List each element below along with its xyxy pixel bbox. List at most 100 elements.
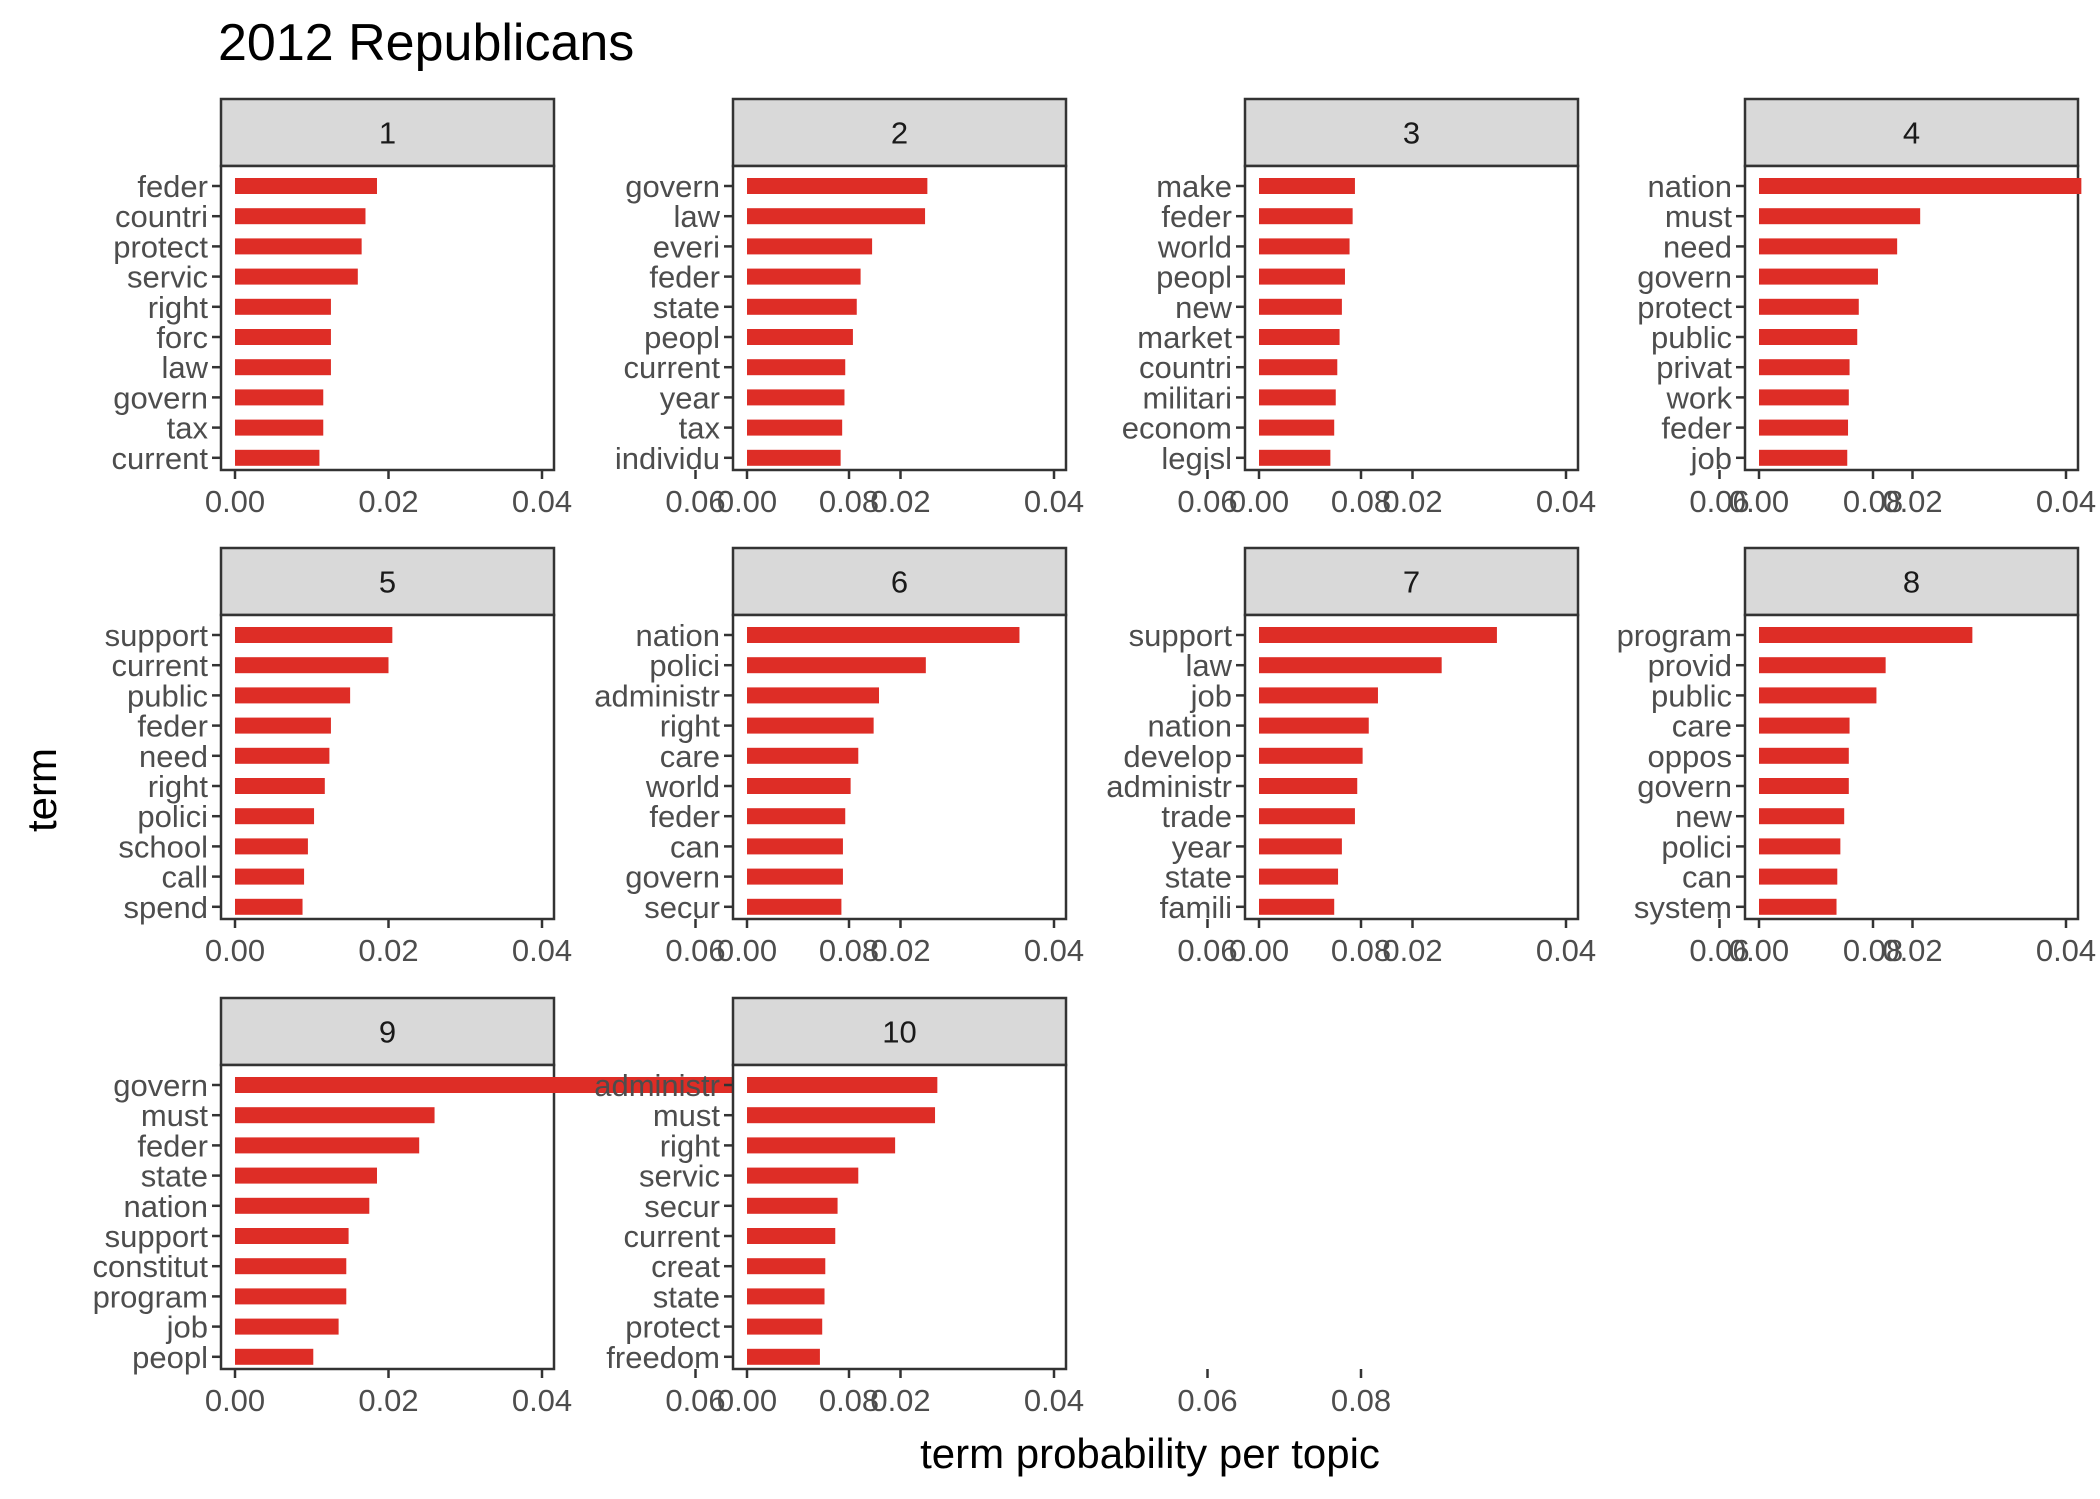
y-tick-label: govern bbox=[625, 169, 720, 204]
bar bbox=[1759, 268, 1878, 285]
bar bbox=[747, 1197, 838, 1214]
x-tick-label: 0.00 bbox=[205, 1383, 265, 1418]
y-tick-label: current bbox=[624, 350, 721, 385]
facet-panel: 2governlaweverifederstatepeoplcurrentyea… bbox=[615, 97, 1391, 519]
x-tick-label: 0.00 bbox=[1729, 933, 1789, 968]
bar bbox=[747, 1137, 896, 1154]
y-tick-label: law bbox=[1185, 648, 1232, 683]
x-tick-label: 0.00 bbox=[717, 933, 777, 968]
facet-panel: 8 programprovidpubliccareopposgovernnewpo… bbox=[1617, 546, 2096, 968]
y-tick-label: current bbox=[112, 648, 209, 683]
bar bbox=[235, 1167, 377, 1184]
facet-panel: 3makefederworldpeoplnewmarketcountrimili… bbox=[1122, 97, 1903, 519]
x-tick-label: 0.08 bbox=[1843, 933, 1903, 968]
bar bbox=[235, 1348, 314, 1365]
y-tick-label: job bbox=[166, 1310, 208, 1345]
x-tick-label: 0.06 bbox=[1177, 1383, 1237, 1418]
bar bbox=[1759, 778, 1849, 794]
x-tick-label: 0.08 bbox=[1843, 484, 1903, 519]
facet-strip bbox=[219, 546, 556, 617]
facet-strip-label: 2 bbox=[891, 116, 908, 151]
y-tick-label: feder bbox=[649, 799, 720, 834]
y-tick-label: constitut bbox=[93, 1249, 209, 1284]
x-tick-label: 0.04 bbox=[1024, 1383, 1084, 1418]
bar bbox=[747, 449, 841, 466]
bar bbox=[747, 687, 880, 704]
bar bbox=[747, 778, 851, 794]
y-tick-label: freedom bbox=[606, 1340, 720, 1375]
y-tick-label: right bbox=[148, 290, 209, 325]
facet-panel: 10 administrmustrightservicsecurcurrentcr… bbox=[594, 996, 1391, 1418]
bar bbox=[235, 1137, 420, 1154]
x-tick-label: 0.02 bbox=[1882, 484, 1942, 519]
bar bbox=[235, 717, 331, 734]
y-tick-label: system bbox=[1634, 890, 1732, 925]
y-tick-label: year bbox=[660, 380, 720, 415]
facet-strip-label: 7 bbox=[1403, 565, 1420, 600]
x-tick-label: 0.04 bbox=[512, 933, 572, 968]
y-tick-label: govern bbox=[113, 380, 208, 415]
y-tick-label: countri bbox=[115, 199, 208, 234]
y-tick-label: state bbox=[141, 1159, 208, 1194]
bar bbox=[1259, 838, 1342, 855]
y-tick-label: privat bbox=[1656, 350, 1732, 385]
bar bbox=[1259, 808, 1355, 825]
bar bbox=[235, 208, 366, 225]
facet-strip-label: 9 bbox=[379, 1015, 396, 1050]
x-tick-label: 0.08 bbox=[1331, 933, 1391, 968]
bar bbox=[1259, 868, 1339, 885]
bar bbox=[747, 657, 926, 674]
y-tick-label: public bbox=[1651, 678, 1732, 713]
bar bbox=[1759, 208, 1921, 225]
bar bbox=[1259, 687, 1378, 704]
y-tick-label: support bbox=[1129, 618, 1233, 653]
y-tick-label: program bbox=[93, 1279, 208, 1314]
y-tick-label: servic bbox=[639, 1159, 720, 1194]
bar bbox=[747, 1107, 936, 1124]
y-tick-label: work bbox=[1666, 380, 1733, 415]
y-tick-label: care bbox=[660, 739, 720, 774]
y-tick-label: can bbox=[670, 829, 720, 864]
bar bbox=[235, 268, 358, 285]
facet-strip bbox=[219, 996, 556, 1067]
x-tick-label: 0.02 bbox=[358, 484, 418, 519]
bar bbox=[235, 1077, 757, 1093]
bar bbox=[1759, 808, 1845, 825]
y-tick-label: state bbox=[653, 1279, 720, 1314]
x-tick-label: 0.02 bbox=[1382, 933, 1442, 968]
bar bbox=[1259, 449, 1331, 466]
y-tick-label: program bbox=[1617, 618, 1732, 653]
bar bbox=[747, 1228, 836, 1244]
y-tick-label: oppos bbox=[1648, 739, 1732, 774]
y-tick-label: year bbox=[1172, 829, 1232, 864]
y-tick-label: current bbox=[112, 441, 209, 476]
y-tick-label: law bbox=[673, 199, 720, 234]
x-tick-label: 0.08 bbox=[1331, 1383, 1391, 1418]
bar bbox=[1759, 838, 1841, 855]
y-tick-label: nation bbox=[1148, 709, 1232, 744]
bar bbox=[235, 1258, 347, 1275]
y-tick-label: nation bbox=[124, 1189, 208, 1224]
y-tick-label: peopl bbox=[1156, 260, 1232, 295]
bar bbox=[747, 1077, 938, 1093]
y-tick-label: need bbox=[1663, 229, 1732, 264]
bar bbox=[1759, 359, 1850, 376]
bar bbox=[1759, 449, 1848, 466]
y-tick-label: new bbox=[1175, 290, 1232, 325]
x-tick-label: 0.02 bbox=[870, 484, 930, 519]
bar bbox=[1759, 717, 1850, 734]
y-tick-label: law bbox=[161, 350, 208, 385]
facet-strip-label: 6 bbox=[891, 565, 908, 600]
x-tick-label: 0.00 bbox=[717, 484, 777, 519]
y-tick-label: govern bbox=[1637, 769, 1732, 804]
bar bbox=[235, 838, 308, 855]
y-tick-label: individu bbox=[615, 441, 720, 476]
x-tick-label: 0.04 bbox=[2036, 484, 2096, 519]
x-tick-label: 0.06 bbox=[665, 484, 725, 519]
y-tick-label: servic bbox=[127, 260, 208, 295]
bar bbox=[1259, 208, 1353, 225]
facet-panel: 7 supportlawjobnationdevelopadministrtrad… bbox=[1106, 546, 1903, 968]
y-tick-label: support bbox=[105, 1219, 209, 1254]
bar bbox=[747, 298, 857, 315]
y-tick-label: peopl bbox=[644, 320, 720, 355]
